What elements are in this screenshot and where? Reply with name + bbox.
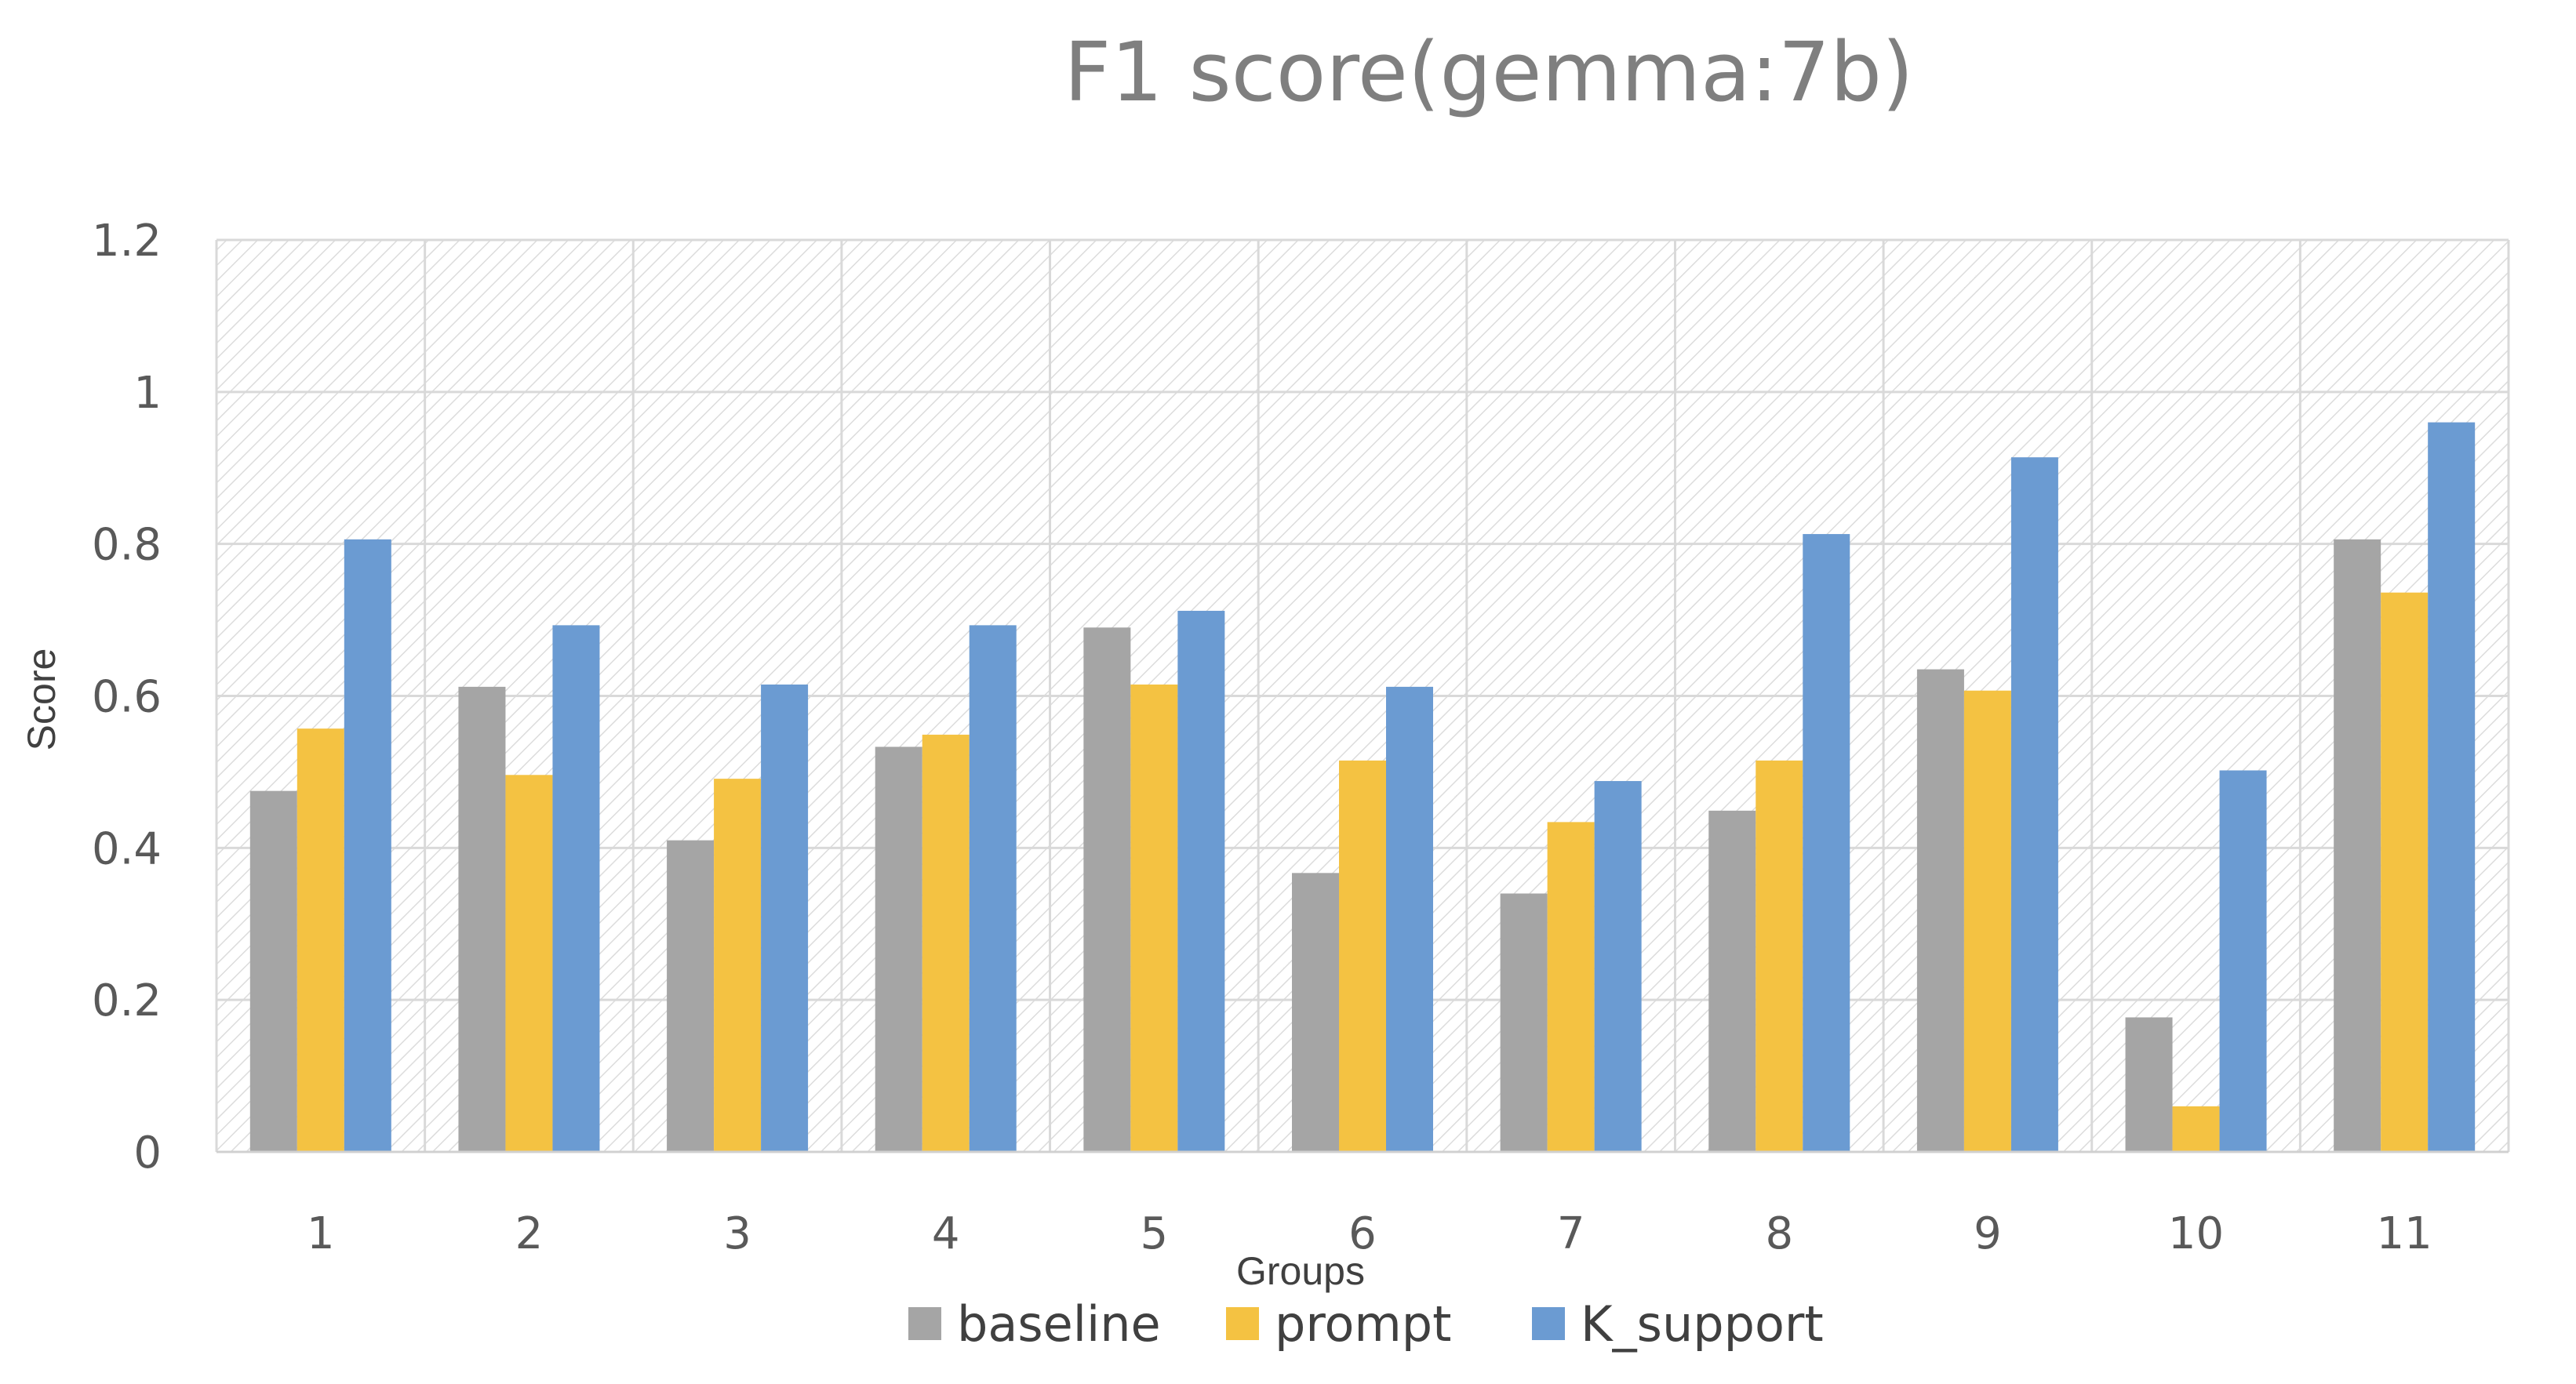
legend-swatch [1532,1307,1565,1340]
bar-k-support-group-3 [761,684,809,1152]
bar-prompt-group-4 [922,734,970,1152]
y-tick-label: 0.2 [92,975,162,1026]
bar-prompt-group-6 [1339,760,1386,1152]
legend-label: prompt [1275,1295,1451,1353]
chart-title: F1 score(gemma:7b) [1064,24,1913,120]
x-tick-label: 11 [2377,1208,2432,1259]
bar-prompt-group-3 [714,779,762,1152]
legend-item-k-support: K_support [1532,1295,1824,1353]
bar-prompt-group-2 [505,775,553,1152]
legend-swatch [908,1307,941,1340]
x-axis-title: Groups [1236,1249,1365,1293]
bar-k-support-group-10 [2219,770,2267,1152]
bar-baseline-group-11 [2334,539,2381,1152]
bar-baseline-group-2 [458,686,506,1152]
bar-baseline-group-1 [249,790,297,1152]
x-tick-label: 2 [515,1208,544,1259]
bar-k-support-group-9 [2010,457,2058,1152]
bar-prompt-group-1 [297,728,344,1152]
bar-k-support-group-8 [1803,534,1850,1152]
legend-label: K_support [1581,1295,1824,1353]
bar-k-support-group-4 [969,625,1017,1152]
bar-k-support-group-6 [1386,686,1433,1152]
x-tick-label: 9 [1974,1208,2002,1259]
bar-prompt-group-5 [1130,684,1178,1152]
y-tick-label: 0.6 [92,672,162,723]
y-tick-label: 0.4 [92,823,162,874]
y-tick-label: 1.2 [92,216,162,267]
bar-k-support-group-7 [1594,781,1642,1152]
x-tick-label: 10 [2168,1208,2224,1259]
y-tick-label: 1 [133,368,162,419]
x-axis-ticks: 1 2 3 4 5 6 7 8 9 10 11 [307,1208,2432,1259]
bar-baseline-group-9 [1916,669,1964,1152]
legend-item-baseline: baseline [908,1295,1161,1353]
bar-prompt-group-8 [1756,760,1803,1152]
bar-baseline-group-5 [1083,627,1131,1152]
bar-baseline-group-3 [667,840,715,1152]
bar-k-support-group-2 [552,625,600,1152]
legend-swatch [1226,1307,1259,1340]
bar-k-support-group-11 [2428,422,2476,1152]
bar-baseline-group-4 [875,746,922,1152]
bar-prompt-group-7 [1547,822,1595,1152]
x-tick-label: 8 [1765,1208,1793,1259]
bar-k-support-group-1 [344,539,391,1152]
bar-prompt-group-11 [2381,592,2429,1152]
bar-baseline-group-10 [2125,1017,2173,1152]
legend: baseline prompt K_support [908,1295,1824,1353]
bar-prompt-group-10 [2172,1106,2220,1152]
bars [249,422,2476,1152]
bar-baseline-group-7 [1500,893,1548,1152]
bar-baseline-group-8 [1708,810,1756,1152]
bar-prompt-group-9 [1963,690,2011,1152]
x-tick-label: 6 [1348,1208,1377,1259]
x-tick-label: 5 [1141,1208,1169,1259]
y-axis-title: Score [20,648,64,751]
legend-item-prompt: prompt [1226,1295,1451,1353]
bar-baseline-group-6 [1292,873,1339,1152]
y-tick-label: 0 [133,1128,162,1179]
bar-k-support-group-5 [1177,610,1225,1152]
legend-label: baseline [957,1295,1161,1353]
x-tick-label: 1 [307,1208,335,1259]
x-tick-label: 3 [723,1208,751,1259]
y-axis-ticks: 0 0.2 0.4 0.6 0.8 1 1.2 [92,216,162,1179]
y-tick-label: 0.8 [92,520,162,571]
x-tick-label: 4 [932,1208,960,1259]
x-tick-label: 7 [1557,1208,1585,1259]
